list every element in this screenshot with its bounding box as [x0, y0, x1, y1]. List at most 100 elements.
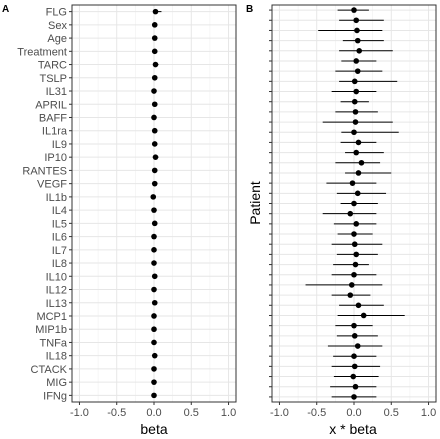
panel-b-tag: B: [246, 4, 253, 15]
panel-a-x-axis-title: beta: [140, 421, 167, 437]
panel-a-x-ticks: -1.0 -0.5 0.0 0.5 1.0: [70, 402, 236, 419]
y-tick-label: BAFF: [39, 112, 67, 124]
data-point: [355, 170, 362, 176]
data-point: [351, 7, 357, 13]
data-point: [151, 326, 157, 333]
y-tick-label: FLG: [46, 7, 67, 19]
data-point: [354, 68, 361, 74]
y-tick-label: IL4: [52, 205, 67, 217]
data-point: [351, 231, 357, 237]
panel-b-y-ticks: [269, 9, 272, 398]
y-tick-label: Treatment: [17, 46, 67, 58]
panel-b: B -1.0 -0.5 0.0 0.5 1.0 x * beta Patient: [246, 4, 437, 437]
data-point: [351, 271, 357, 278]
data-point: [151, 88, 157, 94]
x-tick-label: 0.5: [184, 407, 199, 419]
data-point: [151, 233, 157, 240]
panel-b-marks: [305, 7, 405, 400]
y-tick-label: IL8: [52, 258, 67, 270]
panel-a-tag: A: [2, 4, 9, 15]
y-tick-label: IL10: [46, 271, 67, 283]
data-point: [152, 61, 159, 68]
x-tick-label: 0.0: [146, 407, 161, 419]
data-point: [358, 159, 365, 166]
data-point: [151, 260, 157, 266]
x-tick-label: -0.5: [107, 407, 126, 419]
x-tick-label: -1.0: [70, 407, 89, 419]
y-tick-label: MIP1b: [35, 324, 67, 336]
data-point: [151, 247, 157, 253]
data-point: [347, 210, 354, 217]
data-point: [151, 273, 158, 280]
x-tick-label: 1.0: [221, 407, 236, 419]
y-tick-label: MCP1: [36, 311, 67, 323]
data-point: [151, 299, 158, 306]
y-tick-label: TARC: [38, 60, 67, 72]
data-point: [151, 286, 157, 293]
data-point: [351, 394, 357, 400]
data-point: [351, 98, 358, 105]
data-point: [355, 139, 362, 146]
y-tick-label: TNFa: [40, 337, 68, 349]
data-point: [152, 154, 159, 160]
y-tick-label: TSLP: [39, 73, 67, 85]
x-tick-label: 0.0: [346, 407, 361, 419]
data-point: [151, 392, 157, 399]
data-point: [151, 22, 158, 28]
data-point: [151, 313, 157, 319]
panel-b-x-ticks: -1.0 -0.5 0.0 0.5 1.0: [270, 402, 436, 419]
data-point: [351, 322, 357, 329]
data-point: [151, 180, 158, 187]
x-tick-label: 0.5: [384, 407, 399, 419]
data-point: [151, 114, 157, 121]
y-tick-label: Sex: [48, 20, 67, 32]
data-point: [351, 353, 357, 359]
y-tick-label: IFNg: [43, 390, 67, 402]
y-tick-label: IL18: [46, 351, 67, 363]
data-point: [151, 339, 157, 346]
data-point: [151, 220, 158, 227]
y-tick-label: IL13: [46, 298, 67, 310]
y-tick-label: Age: [47, 33, 67, 45]
data-point: [350, 373, 357, 380]
data-point: [151, 35, 158, 41]
data-point: [349, 180, 356, 186]
y-tick-label: IL9: [52, 139, 67, 151]
data-point: [351, 363, 358, 370]
x-tick-label: 1.0: [421, 407, 436, 419]
data-point: [351, 78, 358, 85]
data-point: [354, 190, 361, 197]
y-tick-label: IL6: [52, 232, 67, 244]
data-point: [353, 58, 360, 64]
data-point: [150, 194, 157, 200]
data-point: [152, 8, 159, 15]
data-point: [351, 129, 357, 136]
y-tick-label: MIG: [46, 377, 67, 389]
y-tick-label: IL31: [46, 86, 67, 98]
y-tick-label: IL1ra: [42, 126, 68, 138]
data-point: [151, 101, 158, 108]
data-point: [353, 251, 360, 258]
data-point: [351, 241, 358, 248]
panel-b-y-axis-title: Patient: [247, 181, 263, 225]
data-point: [354, 343, 361, 349]
data-point: [353, 17, 360, 24]
data-point: [347, 292, 354, 298]
data-point: [151, 352, 158, 359]
y-tick-label: CTACK: [31, 364, 68, 376]
y-tick-label: IP10: [44, 152, 67, 164]
data-point: [353, 88, 360, 95]
data-point: [351, 200, 357, 207]
y-tick-label: IL12: [46, 285, 67, 297]
data-point: [352, 383, 359, 390]
y-tick-label: IL5: [52, 218, 67, 230]
data-point: [351, 333, 358, 339]
data-point: [353, 149, 360, 156]
data-point: [352, 119, 359, 125]
data-point: [354, 37, 361, 44]
data-point: [356, 48, 363, 54]
panel-a-marks: [150, 8, 162, 399]
data-point: [151, 207, 157, 213]
